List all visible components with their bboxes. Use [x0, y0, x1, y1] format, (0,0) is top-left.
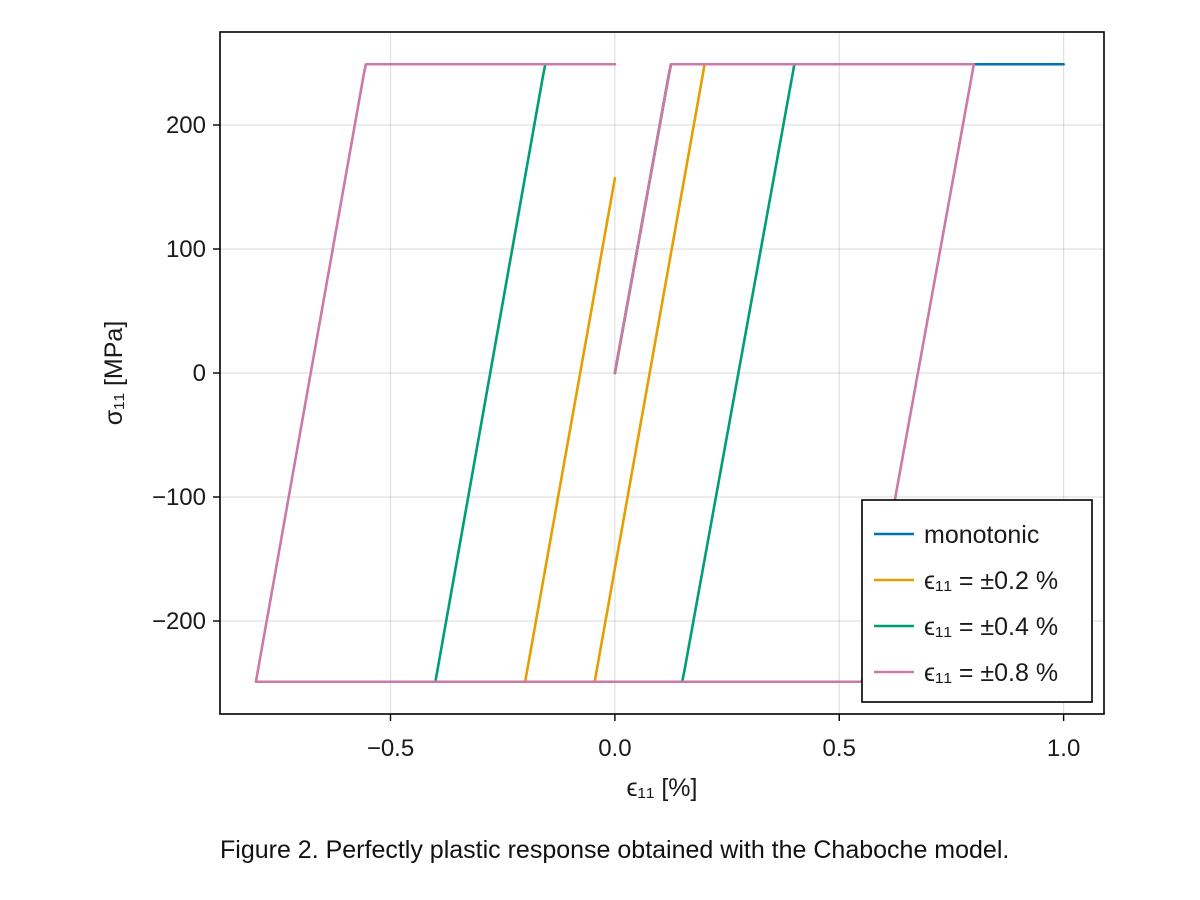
chart: −0.5 0.0 0.5 1.0 −200 −100 0 100 200 ϵ₁₁ [%] σ₁₁… [100, 31, 1105, 802]
axis-ticks: −0.5 0.0 0.5 1.0 −200 −100 0 100 200 [152, 112, 1080, 762]
legend: monotonic ϵ₁₁ = ±0.2 % ϵ₁₁ = ±0.4 % ϵ₁₁ = ±… [861, 499, 1093, 703]
y-tick-label: 100 [166, 236, 206, 263]
y-tick-label: 0 [193, 360, 206, 387]
x-tick-label: −0.5 [367, 735, 414, 762]
x-axis-label: ϵ₁₁ [%] [627, 774, 698, 802]
legend-label-2: ϵ₁₁ = ±0.2 % [924, 567, 1058, 595]
legend-label-3: ϵ₁₁ = ±0.4 % [924, 613, 1058, 641]
legend-label-4: ϵ₁₁ = ±0.8 % [924, 659, 1058, 687]
y-tick-label: −100 [152, 484, 206, 511]
figure-caption: Figure 2. Perfectly plastic response obt… [220, 836, 1010, 864]
y-tick-label: 200 [166, 112, 206, 139]
x-tick-label: 0.5 [823, 735, 856, 762]
y-tick-label: −200 [152, 608, 206, 635]
x-tick-label: 0.0 [598, 735, 631, 762]
y-axis-label: σ₁₁ [MPa] [100, 321, 128, 426]
grid-lines [220, 32, 1104, 714]
x-tick-label: 1.0 [1047, 735, 1080, 762]
legend-label-1: monotonic [924, 521, 1039, 549]
